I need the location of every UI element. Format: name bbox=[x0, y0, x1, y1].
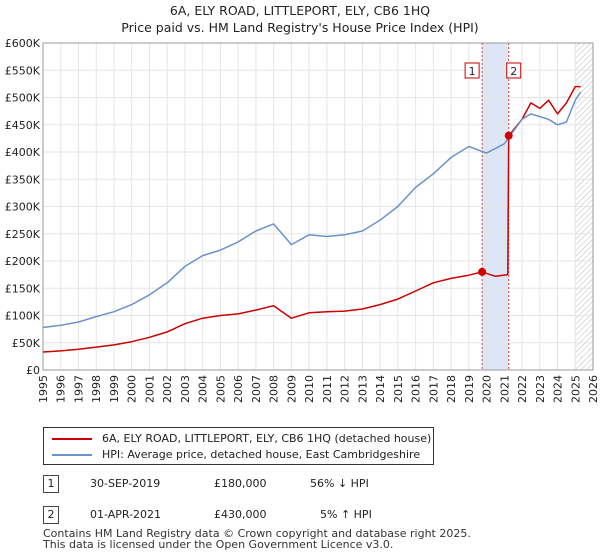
x-tick-label: 1998 bbox=[90, 375, 103, 403]
x-tick-label: 2007 bbox=[250, 375, 263, 403]
x-tick-label: 2025 bbox=[569, 375, 582, 403]
y-tick-label: £150K bbox=[5, 282, 41, 295]
y-tick-label: £450K bbox=[5, 119, 41, 132]
chart-subtitle: Price paid vs. HM Land Registry's House … bbox=[121, 20, 479, 35]
y-tick-label: £600K bbox=[5, 37, 41, 50]
transaction-1-point bbox=[478, 267, 487, 276]
property-price-line bbox=[42, 85, 581, 353]
transaction-1-date: 30-SEP-2019 bbox=[90, 477, 161, 490]
legend-hpi-label: HPI: Average price, detached house, East… bbox=[102, 448, 421, 461]
x-tick-label: 2003 bbox=[179, 375, 192, 403]
x-tick-label: 2021 bbox=[498, 375, 511, 403]
x-tick-label: 2010 bbox=[303, 375, 316, 403]
x-tick-label: 2020 bbox=[481, 375, 494, 403]
y-tick-label: £250K bbox=[5, 228, 41, 241]
x-tick-label: 2002 bbox=[161, 375, 174, 403]
y-tick-label: £100K bbox=[5, 310, 41, 323]
y-tick-label: £0 bbox=[26, 364, 40, 377]
x-tick-label: 2005 bbox=[214, 375, 227, 403]
y-tick-label: £200K bbox=[5, 255, 41, 268]
x-tick-label: 2014 bbox=[374, 375, 387, 403]
x-tick-label: 2018 bbox=[445, 375, 458, 403]
x-tick-label: 2004 bbox=[197, 375, 210, 403]
footer-copyright: Contains HM Land Registry data © Crown c… bbox=[43, 527, 471, 540]
x-tick-label: 2015 bbox=[392, 375, 405, 403]
transaction-1-price: £180,000 bbox=[214, 477, 267, 490]
legend-property-label: 6A, ELY ROAD, LITTLEPORT, ELY, CB6 1HQ (… bbox=[102, 432, 432, 445]
footer-licence: This data is licensed under the Open Gov… bbox=[43, 538, 394, 551]
chart-legend: 6A, ELY ROAD, LITTLEPORT, ELY, CB6 1HQ (… bbox=[43, 427, 434, 465]
transaction-2-label-box bbox=[506, 62, 522, 79]
transaction-2-badge: 2 bbox=[43, 506, 59, 524]
price-chart: £0 £50K £100K £150K £200K £250K £300K £350K £400… bbox=[5, 37, 600, 403]
x-tick-label: 2016 bbox=[410, 375, 423, 403]
x-tick-label: 1999 bbox=[108, 375, 121, 403]
x-tick-label: 2006 bbox=[232, 375, 245, 403]
y-tick-label: £400K bbox=[5, 146, 41, 159]
transaction-2-price: £430,000 bbox=[214, 508, 267, 521]
hpi-line bbox=[42, 91, 582, 329]
y-tick-label: £300K bbox=[5, 201, 41, 214]
x-tick-label: 2001 bbox=[143, 375, 156, 403]
chart-title-address: 6A, ELY ROAD, LITTLEPORT, ELY, CB6 1HQ bbox=[169, 3, 431, 18]
x-tick-label: 2008 bbox=[268, 375, 281, 403]
x-tick-label: 2024 bbox=[552, 375, 565, 403]
y-tick-label: £550K bbox=[5, 64, 41, 77]
y-tick-label: £500K bbox=[5, 92, 41, 105]
x-tick-label: 1995 bbox=[37, 375, 50, 403]
transaction-1-badge: 1 bbox=[43, 475, 59, 493]
x-tick-label: 2022 bbox=[516, 375, 529, 403]
transaction-2-point bbox=[504, 131, 513, 140]
x-tick-label: 2017 bbox=[427, 375, 440, 403]
legend-hpi-swatch bbox=[52, 454, 92, 456]
x-tick-label: 2012 bbox=[339, 375, 352, 403]
x-tick-label: 2026 bbox=[587, 375, 600, 403]
transaction-2-hpi: 5% ↑ HPI bbox=[320, 508, 372, 521]
x-tick-label: 2019 bbox=[463, 375, 476, 403]
plot-frame bbox=[42, 42, 594, 371]
transaction-2-date: 01-APR-2021 bbox=[90, 508, 162, 521]
x-tick-label: 2000 bbox=[126, 375, 139, 403]
transaction-1-label-box bbox=[464, 62, 480, 79]
legend-property-swatch bbox=[52, 438, 92, 440]
y-tick-label: £50K bbox=[12, 337, 41, 350]
footer: Contains HM Land Registry data © Crown c… bbox=[43, 528, 471, 550]
x-tick-label: 2013 bbox=[356, 375, 369, 403]
x-tick-label: 2023 bbox=[534, 375, 547, 403]
transaction-2-label: 2 bbox=[510, 65, 517, 78]
x-tick-label: 1996 bbox=[55, 375, 68, 403]
x-tick-label: 1997 bbox=[72, 375, 85, 403]
x-tick-label: 2009 bbox=[285, 375, 298, 403]
transaction-1-hpi: 56% ↓ HPI bbox=[310, 477, 369, 490]
x-tick-label: 2011 bbox=[321, 375, 334, 403]
transaction-1-label: 1 bbox=[469, 65, 476, 78]
y-tick-label: £350K bbox=[5, 173, 41, 186]
